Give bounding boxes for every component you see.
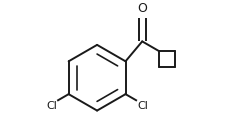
Text: O: O	[137, 2, 147, 15]
Text: Cl: Cl	[137, 101, 148, 112]
Text: Cl: Cl	[46, 101, 57, 112]
